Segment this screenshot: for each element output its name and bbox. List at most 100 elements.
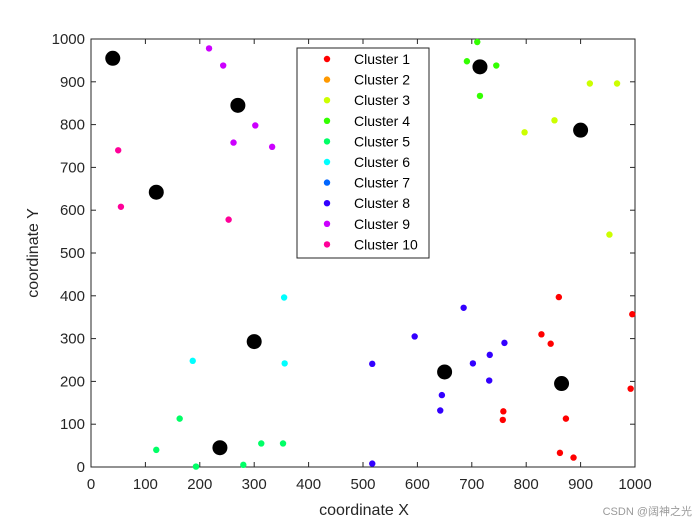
y-tick-label: 700 [60, 159, 85, 176]
point-cluster-8 [486, 351, 493, 359]
point-cluster-3 [551, 117, 558, 124]
point-cluster-1 [570, 454, 577, 461]
y-tick-label: 800 [60, 117, 85, 134]
point-cluster-9 [268, 143, 276, 151]
point-cluster-1 [499, 416, 507, 424]
legend-marker-cluster-10 [323, 241, 331, 248]
point-cluster-4 [463, 58, 471, 65]
centroid-marker [212, 440, 228, 456]
y-tick-label: 0 [77, 459, 85, 476]
point-cluster-8 [437, 407, 444, 414]
centroid-marker [437, 364, 453, 380]
centroid-marker [148, 184, 164, 200]
point-cluster-9 [205, 45, 213, 52]
point-cluster-8 [501, 339, 508, 347]
legend-label-cluster-8: Cluster 8 [354, 195, 410, 211]
x-tick-label: 300 [242, 476, 267, 493]
x-tick-label: 400 [296, 476, 321, 493]
point-cluster-8 [438, 391, 446, 399]
x-tick-label: 1000 [618, 476, 651, 493]
legend-label-cluster-4: Cluster 4 [354, 113, 410, 129]
centroid-marker [105, 50, 121, 66]
point-cluster-8 [460, 304, 467, 311]
y-tick-label: 500 [60, 245, 85, 262]
legend-marker-cluster-1 [323, 55, 331, 63]
point-cluster-9 [230, 139, 237, 146]
point-cluster-5 [240, 461, 247, 469]
y-tick-label: 300 [60, 331, 85, 348]
y-tick-label: 200 [60, 373, 85, 390]
y-tick-label: 1000 [52, 31, 85, 48]
legend-label-cluster-6: Cluster 6 [354, 154, 410, 170]
centroid-marker [246, 334, 262, 350]
point-cluster-8 [369, 460, 376, 467]
point-cluster-8 [369, 360, 376, 368]
legend-box [296, 47, 430, 259]
point-cluster-5 [192, 463, 200, 470]
point-cluster-1 [629, 311, 636, 318]
x-tick-label: 800 [514, 476, 539, 493]
point-cluster-10 [225, 216, 232, 223]
y-tick-label: 100 [60, 416, 85, 433]
point-cluster-3 [521, 129, 528, 136]
point-cluster-8 [486, 377, 493, 384]
point-cluster-1 [562, 415, 570, 422]
point-cluster-1 [627, 385, 634, 392]
legend-marker-cluster-9 [323, 220, 331, 227]
point-cluster-3 [606, 231, 613, 238]
centroid-marker [472, 59, 488, 75]
x-axis-label: coordinate X [319, 502, 409, 519]
point-cluster-1 [547, 340, 554, 347]
point-cluster-6 [280, 294, 288, 301]
x-tick-label: 500 [350, 476, 375, 493]
x-tick-label: 900 [568, 476, 593, 493]
data-points [115, 38, 636, 470]
x-tick-label: 700 [459, 476, 484, 493]
point-cluster-10 [117, 203, 125, 210]
legend-marker-cluster-4 [323, 117, 331, 125]
legend-label-cluster-7: Cluster 7 [354, 175, 410, 191]
y-tick-label: 900 [60, 74, 85, 91]
point-cluster-5 [176, 415, 183, 422]
point-cluster-5 [279, 440, 287, 447]
y-tick-label: 600 [60, 202, 85, 219]
point-cluster-1 [556, 449, 564, 457]
legend-label-cluster-9: Cluster 9 [354, 216, 410, 232]
point-cluster-6 [281, 360, 288, 367]
centroid-marker [230, 97, 246, 113]
legend-marker-cluster-3 [323, 97, 331, 104]
axis-ticks: 0 100 200 300 400 500 600 700 800 900 1000 0 100 200 3… [52, 31, 652, 493]
point-cluster-9 [252, 122, 259, 129]
y-tick-label: 400 [60, 288, 85, 305]
point-cluster-1 [538, 331, 545, 338]
legend-label-cluster-10: Cluster 10 [354, 236, 418, 252]
point-cluster-4 [493, 62, 500, 69]
legend-label-cluster-2: Cluster 2 [354, 72, 410, 88]
legend-marker-cluster-5 [323, 138, 331, 145]
watermark: CSDN @阔神之光 [602, 506, 692, 518]
point-cluster-1 [500, 408, 507, 415]
point-cluster-4 [474, 38, 481, 46]
legend-marker-cluster-2 [323, 76, 331, 83]
legend-marker-cluster-6 [323, 158, 331, 166]
centroid-marker [573, 122, 589, 138]
point-cluster-6 [189, 357, 196, 365]
point-cluster-8 [469, 360, 477, 367]
legend-label-cluster-3: Cluster 3 [354, 92, 410, 108]
x-tick-label: 100 [133, 476, 158, 493]
x-tick-label: 0 [87, 476, 95, 493]
y-axis-label: coordinate Y [25, 208, 42, 298]
point-cluster-10 [115, 147, 122, 154]
point-cluster-5 [153, 446, 160, 454]
centroid-marker [554, 376, 570, 392]
centroid-markers [105, 50, 589, 456]
point-cluster-9 [219, 62, 227, 69]
point-cluster-3 [613, 80, 621, 87]
legend: Cluster 1 Cluster 2 Cluster 3 Cluster 4 Clus… [296, 47, 430, 259]
legend-label-cluster-5: Cluster 5 [354, 133, 410, 149]
legend-marker-cluster-8 [323, 200, 331, 207]
legend-label-cluster-1: Cluster 1 [354, 51, 410, 67]
x-tick-label: 200 [187, 476, 212, 493]
point-cluster-5 [258, 440, 265, 447]
